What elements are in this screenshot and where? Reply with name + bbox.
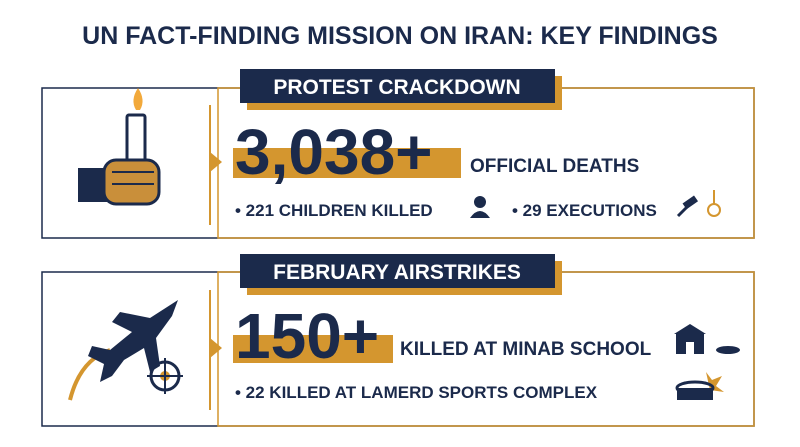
bullet: • 22 KILLED AT LAMERD SPORTS COMPLEX (235, 383, 598, 402)
bullet: • 29 EXECUTIONS (512, 201, 657, 220)
school-icon (674, 324, 740, 354)
figure-highlight (233, 148, 461, 178)
bullet: • 221 CHILDREN KILLED (235, 201, 433, 220)
section-heading: FEBRUARY AIRSTRIKES (273, 261, 521, 284)
stadium-icon (675, 372, 724, 400)
figure-highlight (233, 335, 393, 363)
section-airstrikes: FEBRUARY AIRSTRIKES 150+ KILLED AT MINAB… (41, 254, 755, 427)
figure: 3,038+ (235, 116, 433, 188)
jet-icon (68, 300, 183, 401)
hand-candle-icon (78, 88, 161, 206)
title: UN FACT-FINDING MISSION ON IRAN: KEY FIN… (82, 22, 718, 50)
figure-label: OFFICIAL DEATHS (470, 156, 639, 177)
section-protest: PROTEST CRACKDOWN 3,038+ OFFICIAL DEATHS… (41, 69, 755, 239)
figure: 150+ (235, 300, 379, 372)
heading-box (240, 254, 555, 288)
person-icon (470, 196, 490, 218)
gavel-noose-icon (676, 190, 721, 218)
figure-label: KILLED AT MINAB SCHOOL (400, 339, 652, 360)
arrow (210, 338, 222, 358)
heading-box (240, 69, 555, 103)
arrow (210, 152, 222, 172)
section-heading: PROTEST CRACKDOWN (273, 76, 520, 99)
